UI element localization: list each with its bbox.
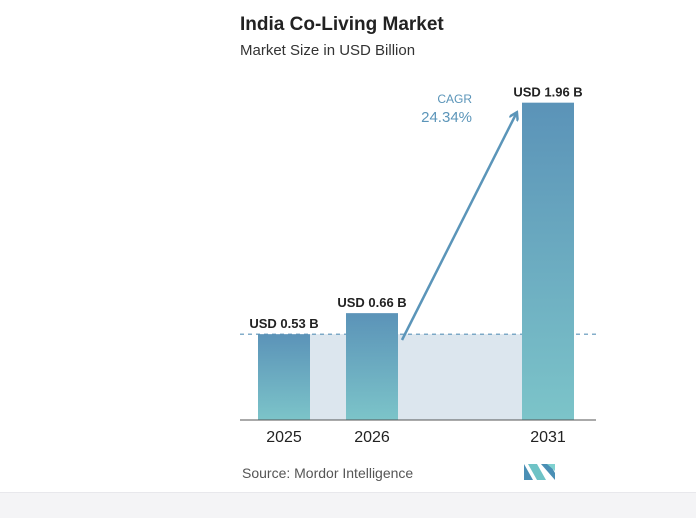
bottom-band (0, 492, 696, 518)
x-tick-label-2026: 2026 (354, 429, 390, 446)
cagr-arrow (400, 114, 516, 341)
bar-2031 (522, 102, 574, 421)
bar-2025 (258, 334, 310, 420)
chart-subtitle: Market Size in USD Billion (240, 42, 416, 59)
bar-chart: USD 0.53 B 2025 USD 0.66 B 2026 USD 1.96 B 20… (240, 85, 596, 446)
mordor-intelligence-logo-icon (524, 464, 555, 480)
chart-card: India Co-Living Market Market Size in US… (240, 14, 596, 481)
data-label-2025: USD 0.53 B (249, 316, 318, 331)
chart-title: India Co-Living Market (240, 14, 444, 35)
x-tick-label-2025: 2025 (266, 429, 302, 446)
x-tick-label-2031: 2031 (530, 429, 566, 446)
bar-2026 (346, 313, 398, 420)
data-label-2031: USD 1.96 B (513, 85, 582, 100)
cagr-value: 24.34% (421, 109, 472, 126)
cagr-label: CAGR (437, 92, 472, 106)
source-text: Source: Mordor Intelligence (242, 465, 414, 481)
data-label-2026: USD 0.66 B (337, 295, 406, 310)
